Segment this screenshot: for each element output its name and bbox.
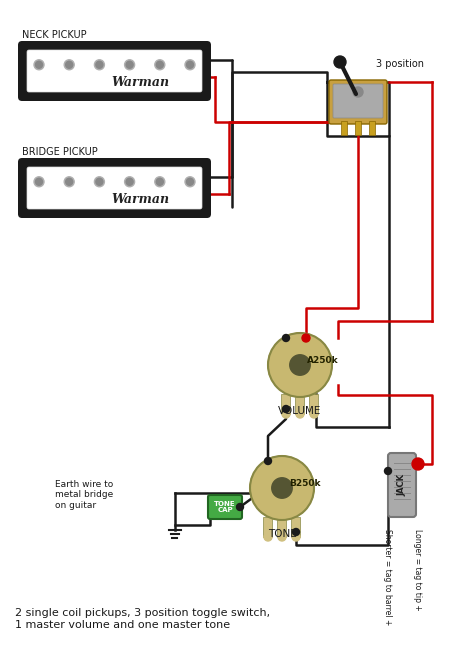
- Circle shape: [94, 177, 104, 187]
- Circle shape: [283, 405, 290, 413]
- Text: TONE
CAP: TONE CAP: [214, 500, 236, 513]
- Text: A250k: A250k: [307, 356, 338, 364]
- Circle shape: [412, 458, 424, 470]
- Text: 2 single coil pickups, 3 position toggle switch,
1 master volume and one master : 2 single coil pickups, 3 position toggle…: [15, 608, 270, 630]
- FancyBboxPatch shape: [208, 495, 242, 519]
- Circle shape: [96, 61, 103, 68]
- Text: Warman: Warman: [111, 194, 170, 206]
- Circle shape: [66, 61, 73, 68]
- FancyBboxPatch shape: [388, 453, 416, 517]
- Circle shape: [126, 61, 133, 68]
- Bar: [310, 394, 319, 414]
- Bar: [341, 121, 347, 135]
- Circle shape: [237, 503, 244, 511]
- Circle shape: [126, 178, 133, 186]
- Text: NECK PICKUP: NECK PICKUP: [22, 30, 87, 40]
- Circle shape: [264, 458, 272, 464]
- Circle shape: [186, 61, 193, 68]
- Circle shape: [292, 529, 300, 535]
- Circle shape: [64, 60, 74, 70]
- Circle shape: [34, 60, 44, 70]
- Circle shape: [290, 354, 310, 375]
- Bar: [355, 121, 361, 135]
- Bar: [369, 121, 375, 135]
- Circle shape: [155, 60, 165, 70]
- Bar: [295, 394, 304, 414]
- Circle shape: [64, 177, 74, 187]
- Bar: [282, 394, 291, 414]
- Text: B250k: B250k: [289, 478, 320, 488]
- FancyBboxPatch shape: [27, 167, 202, 209]
- FancyBboxPatch shape: [18, 158, 211, 218]
- Circle shape: [125, 177, 135, 187]
- Text: Earth wire to
metal bridge
on guitar: Earth wire to metal bridge on guitar: [55, 480, 113, 510]
- Circle shape: [272, 478, 292, 498]
- Circle shape: [94, 60, 104, 70]
- Circle shape: [384, 468, 392, 474]
- Circle shape: [96, 178, 103, 186]
- Text: Shorter = tag to barrel +: Shorter = tag to barrel +: [383, 529, 392, 625]
- Circle shape: [34, 177, 44, 187]
- Circle shape: [36, 178, 43, 186]
- FancyBboxPatch shape: [18, 41, 211, 101]
- Bar: [292, 517, 301, 537]
- Bar: [264, 517, 273, 537]
- Circle shape: [282, 410, 290, 418]
- Circle shape: [283, 334, 290, 342]
- Text: BRIDGE PICKUP: BRIDGE PICKUP: [22, 147, 98, 157]
- Circle shape: [156, 61, 164, 68]
- Circle shape: [268, 333, 332, 397]
- Circle shape: [292, 533, 300, 541]
- Circle shape: [156, 178, 164, 186]
- Circle shape: [264, 533, 272, 541]
- Text: Longer = tag to tip +: Longer = tag to tip +: [413, 529, 422, 611]
- Circle shape: [186, 178, 193, 186]
- Text: JACK: JACK: [398, 474, 407, 496]
- FancyBboxPatch shape: [333, 84, 383, 118]
- Text: VOLUME: VOLUME: [278, 406, 322, 416]
- Circle shape: [334, 56, 346, 68]
- FancyBboxPatch shape: [27, 50, 202, 92]
- Circle shape: [296, 410, 304, 418]
- Circle shape: [66, 178, 73, 186]
- FancyBboxPatch shape: [329, 80, 387, 124]
- Circle shape: [278, 533, 286, 541]
- Text: 3 position: 3 position: [376, 59, 424, 69]
- Circle shape: [302, 334, 310, 342]
- Circle shape: [36, 61, 43, 68]
- Circle shape: [353, 87, 363, 97]
- Circle shape: [185, 60, 195, 70]
- Circle shape: [250, 456, 314, 520]
- Text: TONE: TONE: [268, 529, 296, 539]
- Circle shape: [310, 410, 318, 418]
- Circle shape: [125, 60, 135, 70]
- Circle shape: [155, 177, 165, 187]
- Bar: [277, 517, 286, 537]
- Circle shape: [185, 177, 195, 187]
- Text: Warman: Warman: [111, 76, 170, 90]
